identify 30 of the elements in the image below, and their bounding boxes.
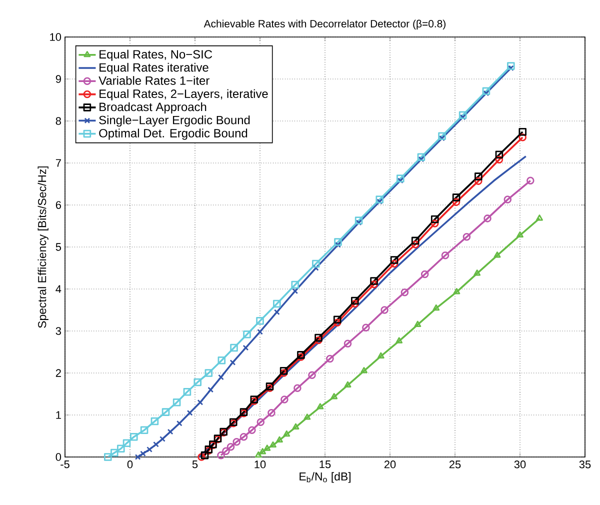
legend-label: Variable Rates 1−iter (98, 76, 210, 85)
y-tick-label: 7 (56, 159, 61, 167)
legend-label: Equal Rates iterative (100, 62, 208, 74)
x-tick-label: 0 (127, 460, 133, 468)
y-tick-label: 10 (50, 33, 62, 41)
legend-label: Optimal Det. Ergodic Bound (99, 128, 248, 140)
chart-title: Achievable Rates with Decorrelator Detector (β=0.8) (204, 20, 446, 30)
x-tick-label: 5 (192, 460, 198, 468)
y-tick-label: 1 (56, 411, 61, 419)
x-axis-title: E$_{b}$/N$_{o}$ [dB] (300, 472, 350, 483)
y-axis-title: Spectral Efficiency [Bits/Sec/Hz] (38, 166, 48, 328)
x-tick-label: 25 (449, 460, 461, 468)
y-tick-label: 0 (56, 453, 62, 461)
x-tick-label: -5 (60, 460, 70, 468)
x-tick-label: 20 (384, 460, 396, 468)
legend-label: Equal Rates, No−SIC (100, 50, 212, 61)
y-tick-label: 4 (56, 285, 62, 293)
y-tick-label: 6 (56, 201, 61, 209)
y-tick-label: 5 (56, 243, 62, 251)
legend-label: Single−Layer Ergodic Bound (99, 116, 250, 127)
y-tick-label: 3 (56, 327, 61, 335)
x-tick-label: 15 (320, 460, 331, 468)
legend-label: Broadcast Approach (100, 102, 206, 114)
y-tick-label: 2 (56, 369, 61, 377)
x-tick-label: 35 (579, 460, 591, 468)
x-tick-label: 10 (254, 460, 266, 468)
y-tick-label: 8 (56, 117, 61, 125)
y-tick-label: 9 (56, 75, 61, 83)
legend-label: Equal Rates, 2−Layers, iterative (100, 89, 268, 100)
x-tick-label: 30 (514, 460, 526, 468)
